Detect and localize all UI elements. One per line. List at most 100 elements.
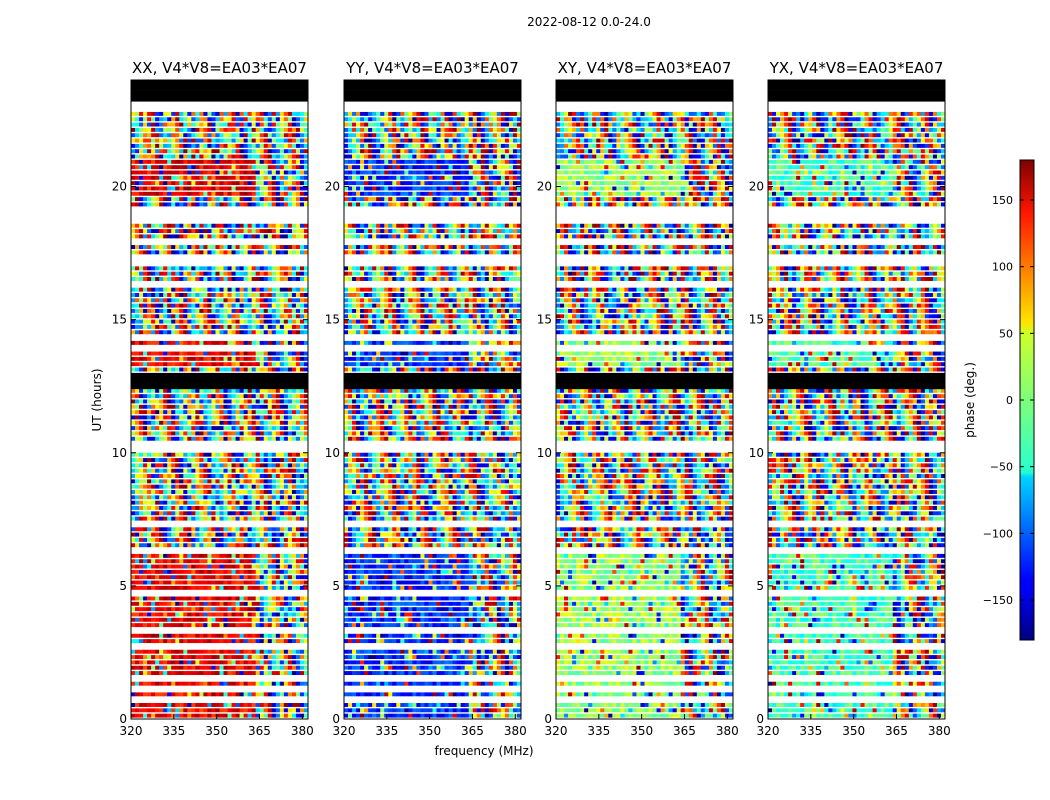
phase-cell (247, 500, 252, 505)
phase-cell (416, 692, 421, 697)
phase-cell (215, 601, 220, 606)
phase-cell (259, 601, 265, 606)
phase-cell (500, 623, 506, 628)
phase-cell (139, 293, 144, 297)
phase-cell (139, 175, 144, 180)
phase-cell (271, 660, 277, 665)
phase-cell (211, 287, 216, 292)
phase-cell (263, 122, 269, 127)
phase-cell (452, 639, 457, 644)
phase-cell (183, 665, 188, 670)
phase-cell (143, 665, 148, 670)
phase-cell (279, 266, 285, 271)
phase-cell (516, 612, 522, 617)
phase-cell (215, 703, 220, 707)
phase-cell (275, 655, 281, 660)
phase-cell (151, 197, 156, 202)
phase-cell (163, 601, 168, 606)
phase-cell (215, 713, 220, 718)
phase-cell (199, 245, 204, 249)
phase-cell (291, 170, 297, 175)
phase-cell (295, 569, 301, 574)
phase-cell (151, 234, 156, 239)
phase-cell (151, 639, 156, 644)
phase-cell (159, 506, 164, 510)
phase-cell (151, 271, 156, 276)
phase-cell (295, 692, 301, 697)
phase-cell (251, 665, 256, 670)
phase-cell (251, 426, 256, 431)
phase-cell (251, 569, 256, 574)
phase-cell (143, 516, 148, 521)
phase-cell (147, 543, 152, 548)
phase-cell (147, 527, 152, 532)
phase-cell (195, 431, 200, 436)
phase-cell (271, 223, 277, 228)
phase-cell (167, 665, 172, 670)
phase-cell (412, 575, 417, 580)
phase-cell (239, 655, 244, 660)
phase-cell (215, 564, 220, 569)
phase-cell (303, 127, 309, 132)
phase-cell (368, 660, 373, 665)
phase-cell (255, 585, 261, 590)
phase-cell (179, 133, 184, 138)
phase-cell (207, 500, 212, 505)
phase-cell (275, 245, 281, 249)
phase-cell (159, 415, 164, 420)
phase-cell (259, 580, 265, 585)
phase-cell (131, 165, 136, 170)
phase-cell (251, 516, 256, 521)
phase-cell (203, 580, 208, 585)
phase-cell (147, 197, 152, 202)
phase-cell (279, 703, 285, 707)
phase-cell (187, 426, 192, 431)
phase-cell (472, 665, 478, 670)
phase-cell (259, 324, 265, 329)
phase-cell (291, 159, 297, 164)
phase-cell (360, 655, 365, 660)
phase-cell (167, 553, 172, 558)
phase-cell (223, 410, 228, 415)
phase-cell (167, 431, 172, 436)
phase-cell (235, 495, 240, 500)
phase-cell (243, 399, 248, 404)
phase-cell (135, 532, 140, 537)
phase-cell (364, 708, 369, 713)
phase-cell (227, 277, 232, 281)
phase-cell (183, 468, 188, 473)
phase-cell (231, 681, 236, 686)
phase-cell (175, 575, 180, 580)
phase-cell (424, 692, 429, 697)
phase-cell (271, 308, 277, 313)
phase-cell (267, 223, 273, 228)
phase-cell (452, 681, 457, 686)
phase-cell (215, 516, 220, 521)
phase-cell (215, 511, 220, 516)
phase-cell (299, 474, 305, 478)
phase-cell (251, 277, 256, 281)
phase-cell (251, 703, 256, 707)
phase-cell (360, 692, 365, 697)
phase-cell (215, 362, 220, 367)
phase-cell (275, 191, 281, 196)
phase-cell (171, 463, 176, 468)
phase-cell (203, 159, 208, 164)
phase-cell (448, 692, 453, 697)
phase-cell (207, 617, 212, 622)
phase-cell (159, 319, 164, 324)
phase-cell (215, 468, 220, 473)
phase-cell (287, 410, 293, 415)
phase-cell (179, 426, 184, 431)
phase-cell (416, 703, 421, 707)
phase-cell (404, 617, 409, 622)
phase-cell (203, 234, 208, 239)
phase-cell (219, 500, 224, 505)
phase-cell (155, 143, 160, 148)
phase-cell (223, 271, 228, 276)
phase-cell (239, 585, 244, 590)
phase-cell (283, 665, 289, 670)
phase-cell (187, 410, 192, 415)
phase-cell (163, 202, 168, 207)
phase-cell (464, 601, 469, 606)
